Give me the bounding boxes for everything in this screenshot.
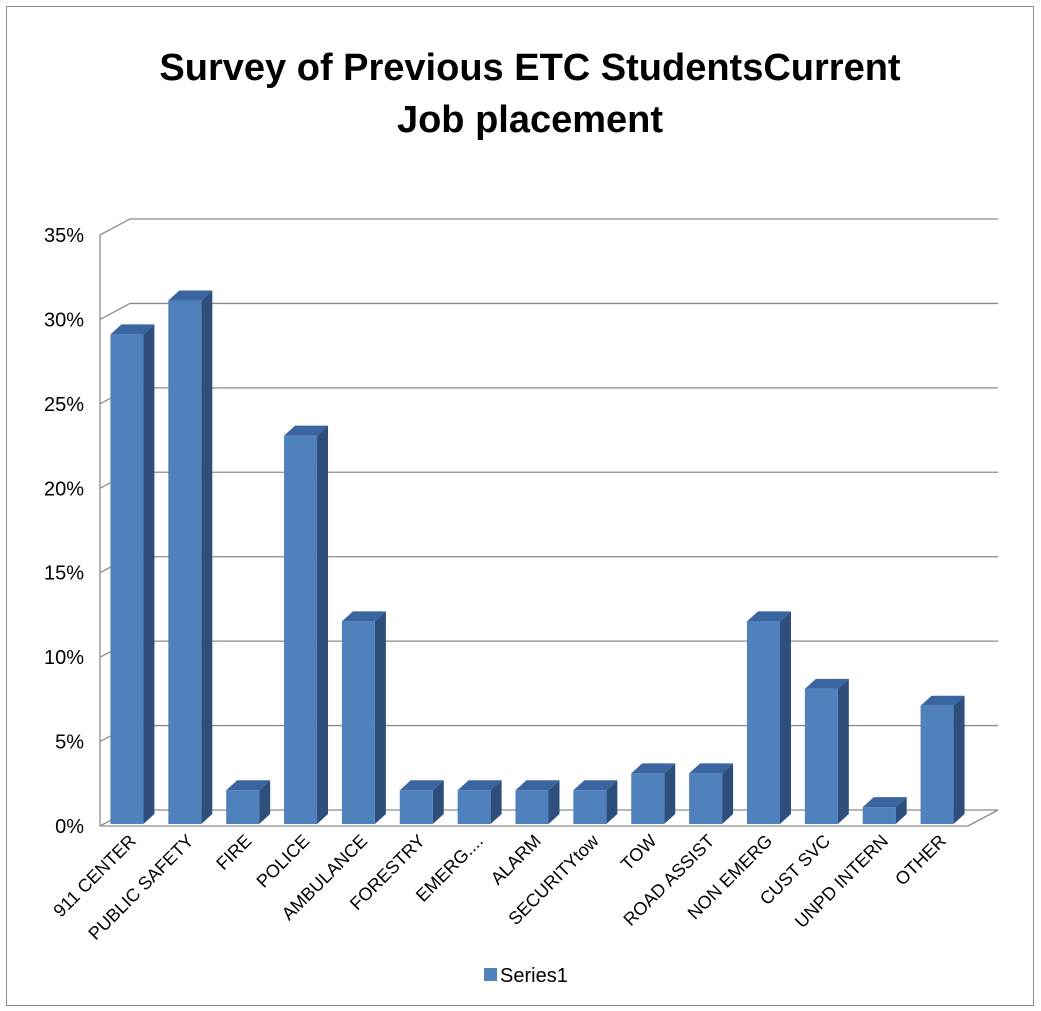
bar	[457, 780, 502, 824]
bar-side	[143, 324, 155, 824]
y-tick-label: 15%	[44, 563, 84, 585]
bar-top	[284, 425, 329, 436]
bar-front	[804, 688, 838, 824]
bar	[110, 324, 155, 824]
bar	[689, 763, 734, 824]
bar	[399, 780, 444, 824]
bar-front	[920, 705, 954, 824]
y-tick-label: 0%	[55, 816, 84, 838]
bar-front	[284, 435, 318, 824]
gridline-depth	[99, 302, 131, 321]
y-tick-label: 20%	[44, 478, 84, 500]
x-tick-label: PUBLIC SAFETY	[84, 831, 197, 944]
x-tick-label: TOW	[617, 831, 661, 875]
bar-front	[862, 807, 896, 824]
x-tick-label: FIRE	[212, 831, 255, 874]
bar-side	[664, 763, 676, 824]
bar-side	[606, 780, 618, 824]
gridline-depth	[99, 218, 131, 236]
bar	[226, 780, 271, 824]
bar-layer	[110, 290, 965, 824]
bar-top	[746, 611, 791, 622]
bar-top	[226, 780, 271, 791]
y-tick-label: 35%	[44, 225, 84, 247]
bar-top	[689, 763, 734, 774]
bar-side	[259, 780, 271, 824]
bar-top	[457, 780, 502, 791]
bar-side	[953, 695, 965, 824]
axis-layer: 0% 5% 10% 15% 20% 25% 30% 35%	[44, 225, 84, 838]
legend-swatch	[484, 968, 497, 981]
bar-front	[457, 790, 491, 824]
bar-top	[804, 678, 849, 689]
bar-front	[515, 790, 549, 824]
bar	[573, 780, 618, 824]
bar-front	[341, 621, 375, 824]
bar-front	[168, 300, 202, 824]
bar-side	[317, 425, 329, 824]
bar-front	[226, 790, 260, 824]
bar-top	[168, 290, 213, 301]
bar-top	[515, 780, 560, 791]
bar-side	[722, 763, 734, 824]
bar-side	[490, 780, 502, 824]
x-tick-label: OTHER	[891, 831, 950, 890]
bar-top	[920, 695, 965, 706]
bar-top	[862, 797, 907, 808]
bar-front	[631, 773, 665, 824]
x-tick-label: ALARM	[487, 831, 545, 889]
bar-side	[432, 780, 444, 824]
y-tick-label: 30%	[44, 309, 84, 331]
bar-side	[779, 611, 791, 824]
bar	[284, 425, 329, 824]
legend-label-series1: Series1	[500, 965, 568, 987]
bar-front	[573, 790, 607, 824]
bar-side	[548, 780, 560, 824]
bar	[920, 695, 965, 824]
y-tick-label: 5%	[55, 732, 84, 754]
bar-side	[201, 290, 213, 824]
bar	[746, 611, 791, 824]
bar-top	[399, 780, 444, 791]
bar-side	[837, 678, 849, 824]
bar	[341, 611, 386, 824]
y-tick-label: 25%	[44, 394, 84, 416]
bar-top	[110, 324, 155, 335]
bar	[862, 797, 907, 824]
bar-top	[631, 763, 676, 774]
chart-title: Survey of Previous ETC StudentsCurrent J…	[159, 47, 901, 141]
grid-layer	[99, 218, 999, 827]
bar-front	[110, 334, 144, 824]
floor-right-edge	[967, 809, 999, 827]
bar-side	[895, 797, 907, 824]
legend: Series1	[484, 965, 568, 987]
bar	[168, 290, 213, 824]
bar	[515, 780, 560, 824]
bar-front	[746, 621, 780, 824]
y-tick-label: 10%	[44, 647, 84, 669]
bar	[804, 678, 849, 824]
bar-side	[374, 611, 386, 824]
bar	[631, 763, 676, 824]
bar-top	[341, 611, 386, 622]
bar-front	[689, 773, 723, 824]
bar-top	[573, 780, 618, 791]
bar-front	[399, 790, 433, 824]
